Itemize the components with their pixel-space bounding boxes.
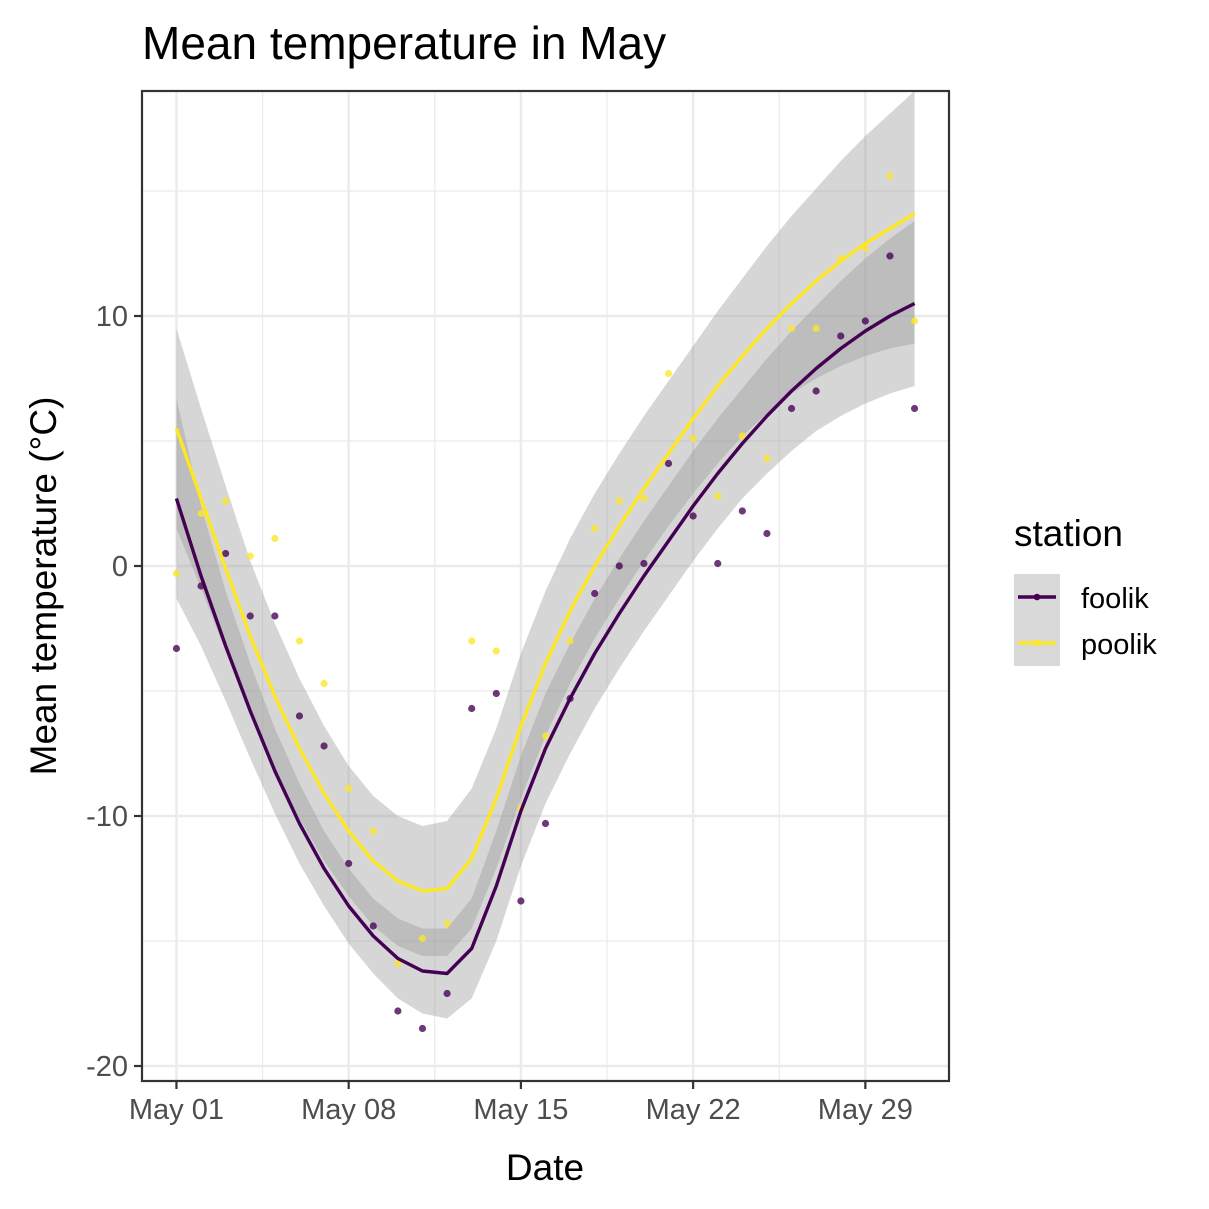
data-point-poolik	[738, 432, 746, 440]
data-points	[172, 172, 919, 1033]
data-point-poolik	[812, 324, 820, 333]
data-point-poolik	[689, 434, 697, 443]
data-point-poolik	[443, 919, 451, 928]
data-point-foolik	[369, 922, 377, 930]
data-point-poolik	[394, 959, 402, 968]
minor-gridlines	[142, 91, 949, 1081]
data-point-poolik	[566, 637, 574, 645]
data-point-foolik	[689, 512, 697, 520]
legend-label-foolik: foolik	[1081, 583, 1149, 615]
data-point-foolik	[541, 819, 550, 828]
data-point-foolik	[271, 612, 279, 620]
data-point-foolik	[517, 897, 525, 905]
data-point-foolik	[443, 989, 451, 998]
y-tick-label: 0	[112, 551, 128, 583]
data-point-foolik	[345, 859, 353, 868]
x-tick-label: May 22	[646, 1094, 741, 1126]
legend-point-poolik	[1033, 639, 1041, 647]
legend-title: station	[1014, 513, 1123, 554]
y-axis-title: Mean temperature (°C)	[23, 397, 64, 776]
legend-item-foolik: foolik	[1014, 574, 1149, 620]
confidence-bands	[176, 91, 915, 1019]
data-point-foolik	[837, 332, 845, 340]
data-point-foolik	[714, 559, 722, 568]
x-axis-title: Date	[506, 1147, 584, 1188]
smooth-lines	[174, 212, 916, 976]
x-tick-label: May 08	[301, 1094, 396, 1126]
data-point-foolik	[787, 404, 796, 413]
y-tick-label: -10	[86, 801, 128, 833]
data-point-foolik	[394, 1007, 402, 1015]
data-point-foolik	[246, 612, 254, 620]
smooth-line-poolik	[174, 212, 916, 893]
data-point-foolik	[222, 549, 230, 558]
data-point-foolik	[468, 704, 476, 713]
panel-border	[140, 89, 951, 1083]
data-point-foolik	[591, 589, 599, 598]
data-point-poolik	[541, 732, 550, 740]
data-point-poolik	[320, 679, 328, 688]
data-point-poolik	[492, 647, 500, 655]
confidence-band-foolik	[176, 221, 915, 1019]
data-point-poolik	[910, 317, 919, 325]
data-point-foolik	[738, 507, 746, 515]
data-point-foolik	[910, 404, 919, 413]
data-point-foolik	[861, 317, 869, 325]
data-point-foolik	[172, 644, 181, 653]
data-point-poolik	[418, 934, 427, 943]
legend-item-poolik: poolik	[1014, 620, 1157, 666]
legend: station foolik poolik	[1014, 513, 1157, 666]
data-point-poolik	[172, 569, 181, 578]
data-point-foolik	[812, 387, 820, 395]
data-point-foolik	[664, 459, 673, 468]
legend-label-poolik: poolik	[1081, 629, 1157, 661]
data-point-poolik	[197, 509, 205, 518]
data-point-poolik	[369, 827, 377, 835]
data-point-poolik	[886, 172, 894, 180]
smooth-line-foolik	[174, 301, 916, 976]
data-point-foolik	[640, 559, 648, 568]
data-point-poolik	[664, 369, 673, 378]
data-point-poolik	[615, 497, 623, 505]
chart-title: Mean temperature in May	[142, 17, 667, 69]
y-axis: -20 -10 0 10	[86, 301, 142, 1083]
data-point-foolik	[763, 529, 771, 538]
data-point-poolik	[714, 492, 722, 500]
panel-background	[142, 91, 949, 1081]
confidence-band-poolik	[176, 91, 915, 956]
x-tick-label: May 29	[818, 1094, 913, 1126]
data-point-poolik	[591, 524, 599, 533]
major-gridlines	[142, 91, 949, 1081]
x-tick-label: May 15	[473, 1094, 568, 1126]
data-point-foolik	[418, 1024, 427, 1033]
data-point-poolik	[222, 497, 230, 505]
data-point-poolik	[640, 494, 648, 503]
data-point-foolik	[320, 742, 328, 750]
data-point-poolik	[246, 552, 254, 560]
data-point-poolik	[345, 784, 353, 793]
data-point-poolik	[763, 454, 771, 463]
x-tick-label: May 01	[129, 1094, 224, 1126]
data-point-poolik	[468, 637, 476, 645]
x-axis: May 01 May 08 May 15 May 22 May 29	[129, 1081, 913, 1126]
data-point-foolik	[295, 712, 304, 720]
data-point-poolik	[295, 637, 304, 645]
legend-point-foolik	[1033, 593, 1041, 601]
y-tick-label: -20	[86, 1051, 128, 1083]
data-point-foolik	[886, 252, 894, 260]
data-point-poolik	[271, 534, 279, 543]
data-point-poolik	[787, 324, 796, 333]
y-tick-label: 10	[96, 301, 128, 333]
data-point-foolik	[492, 689, 500, 698]
data-point-foolik	[615, 562, 623, 570]
